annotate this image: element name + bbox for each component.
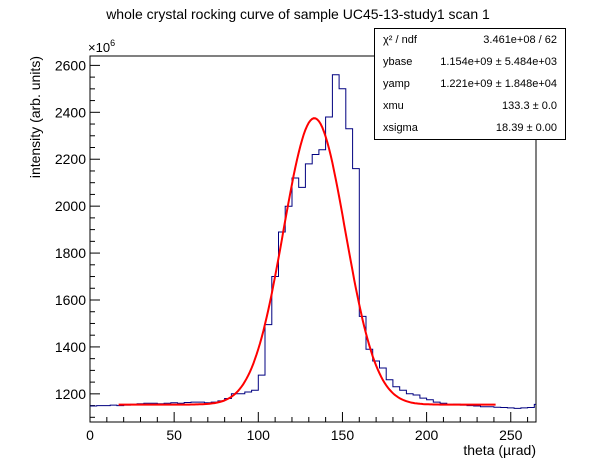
stats-label: yamp xyxy=(383,78,410,90)
stats-row-chi2: χ² / ndf 3.461e+08 / 62 xyxy=(375,29,565,51)
stats-value: 1.154e+09 ± 5.484e+03 xyxy=(440,56,557,68)
x-tick-label: 250 xyxy=(499,427,523,443)
x-tick-label: 100 xyxy=(247,427,271,443)
y-tick-label: 1200 xyxy=(55,386,86,402)
y-tick-label: 1600 xyxy=(55,292,86,308)
y-tick-label: 2400 xyxy=(55,104,86,120)
stats-label: χ² / ndf xyxy=(383,34,417,46)
stats-label: xmu xyxy=(383,100,404,112)
x-axis: 0 50 100 150 200 250 xyxy=(86,412,529,443)
x-tick-label: 0 xyxy=(86,427,94,443)
y-tick-label: 2000 xyxy=(55,198,86,214)
x-axis-label: theta (µrad) xyxy=(463,442,536,458)
stats-row-xsigma: xsigma 18.39 ± 0.00 xyxy=(375,117,565,139)
stats-row-xmu: xmu 133.3 ± 0.0 xyxy=(375,95,565,117)
y-tick-label: 1800 xyxy=(55,245,86,261)
y-axis: 1200 1400 1600 1800 2000 2200 2400 2600 xyxy=(55,57,100,418)
plot-frame xyxy=(89,55,537,423)
fit-curve xyxy=(118,117,496,406)
stats-row-ybase: ybase 1.154e+09 ± 5.484e+03 xyxy=(375,51,565,73)
x-tick-label: 150 xyxy=(331,427,355,443)
stats-label: xsigma xyxy=(383,122,418,134)
stats-row-yamp: yamp 1.221e+09 ± 1.848e+04 xyxy=(375,73,565,95)
stats-label: ybase xyxy=(383,56,413,68)
stats-value: 18.39 ± 0.00 xyxy=(495,122,557,134)
stats-value: 1.221e+09 ± 1.848e+04 xyxy=(440,78,557,90)
y-tick-label: 2200 xyxy=(55,151,86,167)
chart-title: whole crystal rocking curve of sample UC… xyxy=(106,6,490,22)
y-multiplier-base: ×10 xyxy=(88,40,110,55)
x-tick-label: 200 xyxy=(415,427,439,443)
y-multiplier-exponent: 6 xyxy=(110,38,115,48)
stats-box: χ² / ndf 3.461e+08 / 62 ybase 1.154e+09 … xyxy=(374,28,566,140)
stats-value: 133.3 ± 0.0 xyxy=(502,100,557,112)
x-tick-label: 50 xyxy=(166,427,182,443)
stats-value: 3.461e+08 / 62 xyxy=(483,34,557,46)
y-axis-label: intensity (arb. units) xyxy=(27,56,43,178)
y-tick-label: 1400 xyxy=(55,339,86,355)
y-multiplier: ×106 xyxy=(88,38,115,55)
y-tick-label: 2600 xyxy=(55,57,86,73)
